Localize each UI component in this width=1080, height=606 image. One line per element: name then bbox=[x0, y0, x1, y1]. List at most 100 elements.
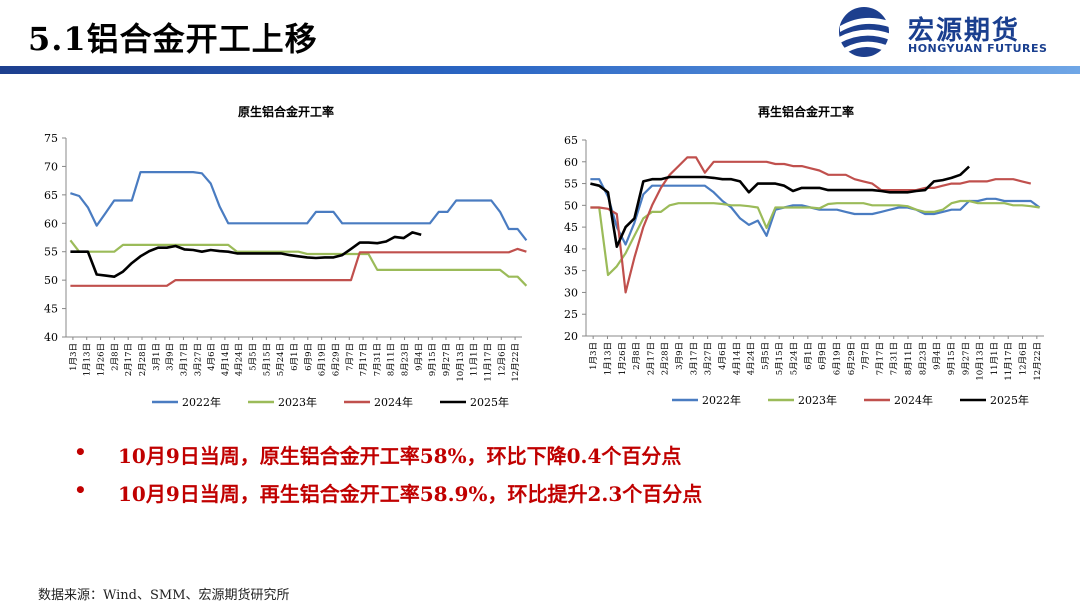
x-tick-label: 9月15日 bbox=[428, 343, 438, 376]
x-tick-label: 3月27日 bbox=[193, 343, 203, 376]
bullet-text: 10月9日当周，原生铝合金开工率58%，环比下降0.4个百分点 bbox=[118, 444, 682, 468]
series-line-2025年 bbox=[590, 165, 970, 248]
x-tick-label: 7月31日 bbox=[373, 343, 383, 376]
x-tick-label: 12月6日 bbox=[497, 343, 507, 376]
data-source-note: 数据来源：Wind、SMM、宏源期货研究所 bbox=[38, 588, 290, 603]
x-tick-label: 1月3日 bbox=[589, 342, 599, 370]
series-line-2023年 bbox=[590, 199, 1040, 277]
x-tick-label: 7月7日 bbox=[345, 343, 355, 371]
slide-title: 5.1铝合金开工上移 bbox=[28, 20, 318, 58]
bullet-dot: • bbox=[74, 478, 87, 502]
x-tick-label: 5月24日 bbox=[276, 343, 286, 376]
legend-label: 2023年 bbox=[798, 393, 837, 407]
series-line-2025年 bbox=[70, 231, 422, 278]
x-tick-label: 6月19日 bbox=[318, 343, 328, 376]
x-tick-label: 3月17日 bbox=[179, 343, 189, 376]
legend-label: 2022年 bbox=[182, 395, 221, 409]
chart-recycled-alloy-svg: 再生铝合金开工率 20 25 30 35 40 45 50 55 60 65 1月3日 1月13日 1月2… bbox=[564, 104, 1044, 407]
x-tick-label: 7月17日 bbox=[359, 343, 369, 376]
x-tick-label: 5月5日 bbox=[249, 343, 259, 371]
chart-primary-alloy: 原生铝合金开工率 40 45 50 55 60 65 70 75 1月3日 1月13日 1月26日 2月… bbox=[0, 100, 540, 424]
x-tick-label: 4月24日 bbox=[747, 342, 757, 375]
x-tick-label: 8月23日 bbox=[918, 342, 928, 375]
y-tick-label: 40 bbox=[44, 331, 58, 344]
x-tick-label: 1月13日 bbox=[603, 342, 613, 375]
y-tick-label: 45 bbox=[564, 221, 578, 234]
y-tick-label: 45 bbox=[44, 303, 58, 316]
y-tick-label: 40 bbox=[564, 243, 578, 256]
y-tick-label: 55 bbox=[44, 246, 58, 259]
x-tick-label: 8月11日 bbox=[387, 343, 397, 376]
x-tick-label: 5月5日 bbox=[761, 342, 771, 370]
x-tick-label: 2月17日 bbox=[124, 343, 134, 376]
x-tick-label: 7月31日 bbox=[890, 342, 900, 375]
legend-label: 2024年 bbox=[374, 395, 413, 409]
x-tick-label: 7月7日 bbox=[861, 342, 871, 370]
x-tick-label: 6月1日 bbox=[290, 343, 300, 371]
y-tick-label: 35 bbox=[564, 265, 578, 278]
x-tick-label: 3月1日 bbox=[152, 343, 162, 371]
legend-label: 2024年 bbox=[894, 393, 933, 407]
logo-globe-icon bbox=[839, 7, 892, 57]
series-line-2024年 bbox=[70, 247, 527, 287]
bullet-dot: • bbox=[74, 440, 87, 464]
x-tick-label: 6月1日 bbox=[804, 342, 814, 370]
y-tick-label: 30 bbox=[564, 286, 578, 299]
x-tick-label: 4月24日 bbox=[235, 343, 245, 376]
chart-title: 原生铝合金开工率 bbox=[238, 104, 334, 119]
x-tick-label: 4月14日 bbox=[221, 343, 231, 376]
x-tick-label: 4月6日 bbox=[718, 342, 728, 370]
x-tick-label: 4月14日 bbox=[732, 342, 742, 375]
y-tick-label: 20 bbox=[564, 330, 578, 343]
x-tick-label: 9月15日 bbox=[947, 342, 957, 375]
x-tick-label: 5月15日 bbox=[262, 343, 272, 376]
y-tick-label: 50 bbox=[44, 274, 58, 287]
x-tick-label: 1月13日 bbox=[83, 343, 93, 376]
y-tick-label: 50 bbox=[564, 199, 578, 212]
x-tick-label: 3月9日 bbox=[166, 343, 176, 371]
series-line-2024年 bbox=[590, 156, 1032, 294]
header-band bbox=[0, 66, 1080, 74]
chart-recycled-alloy: 再生铝合金开工率 20 25 30 35 40 45 50 55 60 65 1月3日 1月13日 1月2… bbox=[540, 100, 1080, 424]
y-tick-label: 65 bbox=[44, 189, 58, 202]
x-tick-label: 2月17日 bbox=[646, 342, 656, 375]
x-tick-label: 11月1日 bbox=[470, 343, 480, 376]
x-tick-label: 6月19日 bbox=[832, 342, 842, 375]
x-tick-label: 2月8日 bbox=[110, 343, 120, 371]
x-tick-label: 12月22日 bbox=[511, 343, 521, 382]
x-tick-label: 9月4日 bbox=[933, 342, 943, 370]
x-tick-label: 2月8日 bbox=[632, 342, 642, 370]
x-tick-label: 6月29日 bbox=[847, 342, 857, 375]
series-line-2023年 bbox=[69, 239, 528, 287]
bullet-text: 10月9日当周，再生铝合金开工率58.9%，环比提升2.3个百分点 bbox=[118, 482, 703, 506]
x-tick-label: 7月17日 bbox=[875, 342, 885, 375]
y-tick-label: 75 bbox=[44, 132, 58, 145]
x-tick-label: 9月27日 bbox=[961, 342, 971, 375]
x-tick-label: 4月6日 bbox=[207, 343, 217, 371]
x-tick-label: 11月1日 bbox=[990, 342, 1000, 375]
x-tick-label: 8月11日 bbox=[904, 342, 914, 375]
y-tick-label: 60 bbox=[44, 217, 58, 230]
x-tick-label: 12月22日 bbox=[1033, 342, 1043, 381]
logo-text-cn: 宏源期货 bbox=[908, 16, 1021, 46]
x-tick-label: 1月3日 bbox=[69, 343, 79, 371]
x-tick-label: 3月27日 bbox=[704, 342, 714, 375]
x-tick-label: 6月9日 bbox=[304, 343, 314, 371]
x-tick-label: 9月27日 bbox=[442, 343, 452, 376]
x-tick-label: 6月9日 bbox=[818, 342, 828, 370]
legend-label: 2022年 bbox=[702, 393, 741, 407]
y-tick-label: 55 bbox=[564, 178, 578, 191]
y-tick-label: 60 bbox=[564, 156, 578, 169]
x-tick-label: 2月28日 bbox=[661, 342, 671, 375]
x-tick-label: 1月26日 bbox=[618, 342, 628, 375]
y-tick-label: 70 bbox=[44, 160, 58, 173]
series-line-2022年 bbox=[70, 170, 528, 241]
y-tick-label: 65 bbox=[564, 134, 578, 147]
x-tick-label: 1月26日 bbox=[97, 343, 107, 376]
logo-text-en: HONGYUAN FUTURES bbox=[908, 42, 1048, 55]
x-tick-label: 3月9日 bbox=[675, 342, 685, 370]
x-tick-label: 12月6日 bbox=[1019, 342, 1029, 375]
x-tick-label: 9月4日 bbox=[414, 343, 424, 371]
x-tick-label: 10月13日 bbox=[976, 342, 986, 381]
